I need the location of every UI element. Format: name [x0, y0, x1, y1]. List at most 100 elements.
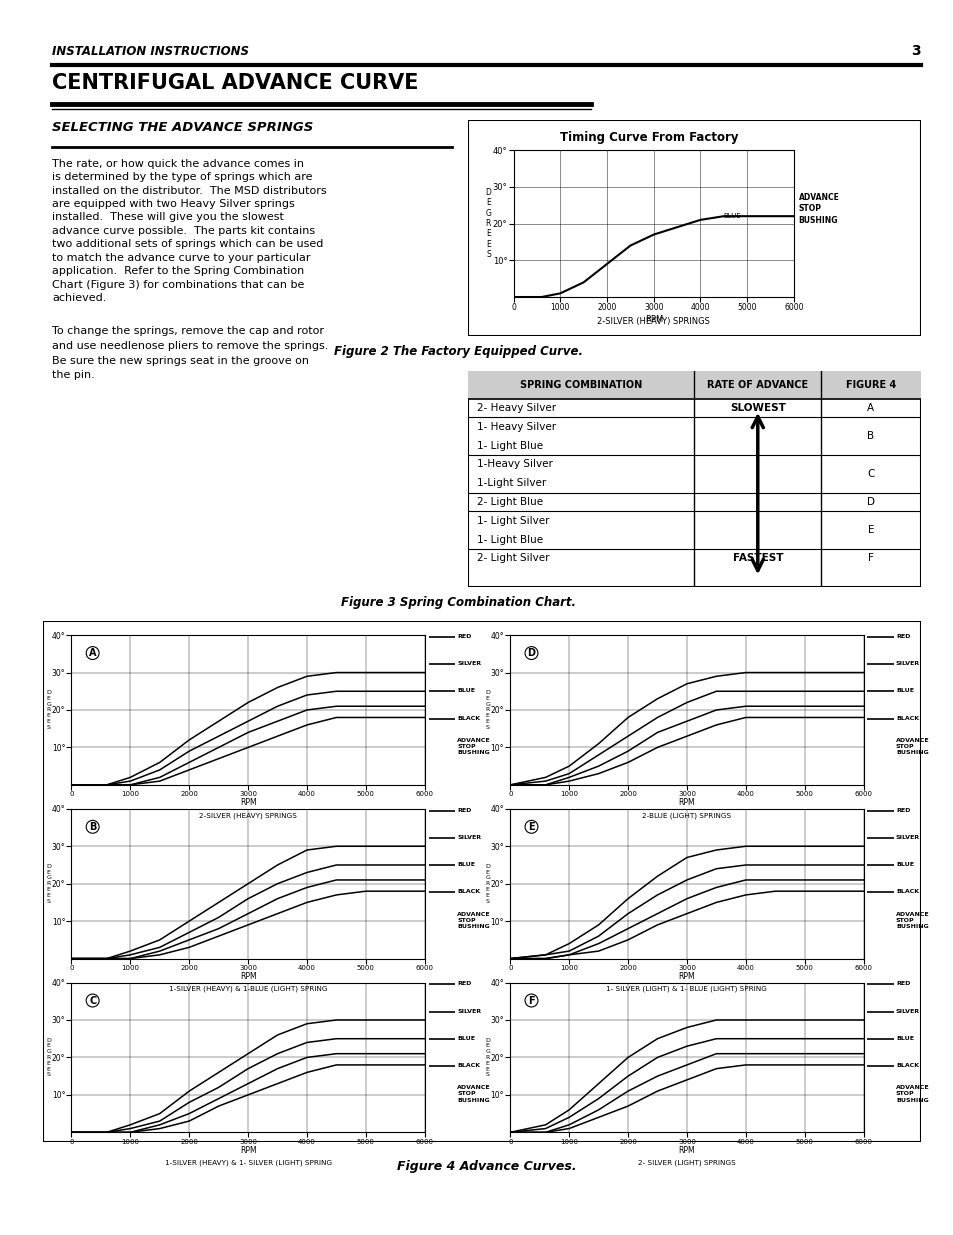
Text: SPRING COMBINATION: SPRING COMBINATION	[519, 379, 641, 389]
Y-axis label: D
E
G
R
E
E
S: D E G R E E S	[485, 863, 490, 904]
Text: BLUE: BLUE	[456, 862, 475, 867]
Text: 2- Light Blue: 2- Light Blue	[476, 496, 543, 508]
Text: to match the advance curve to your particular: to match the advance curve to your parti…	[52, 253, 311, 263]
Text: BLACK: BLACK	[456, 1063, 479, 1068]
Text: Figure 2 The Factory Equipped Curve.: Figure 2 The Factory Equipped Curve.	[334, 346, 582, 358]
Text: RED: RED	[456, 808, 471, 813]
Text: D: D	[527, 648, 535, 658]
Text: 1- Heavy Silver: 1- Heavy Silver	[476, 422, 556, 432]
Text: FASTEST: FASTEST	[732, 553, 782, 563]
Text: M S D   •   W W W . M S D P E R F O R M A N C E . C O M   •   ( 9 1 5 )   8 5 7 : M S D • W W W . M S D P E R F O R M A N …	[59, 1208, 894, 1221]
Text: 1- SILVER (LIGHT) & 1- BLUE (LIGHT) SPRING: 1- SILVER (LIGHT) & 1- BLUE (LIGHT) SPRI…	[606, 986, 766, 992]
Text: BLACK: BLACK	[895, 889, 918, 894]
Text: Chart (Figure 3) for combinations that can be: Chart (Figure 3) for combinations that c…	[52, 280, 305, 290]
Text: is determined by the type of springs which are: is determined by the type of springs whi…	[52, 172, 313, 182]
Text: BLACK: BLACK	[895, 1063, 918, 1068]
Text: achieved.: achieved.	[52, 293, 107, 304]
Text: CENTRIFUGAL ADVANCE CURVE: CENTRIFUGAL ADVANCE CURVE	[52, 73, 418, 94]
Text: FIGURE 4: FIGURE 4	[845, 379, 895, 389]
Text: BLUE: BLUE	[723, 214, 740, 219]
Text: 2- Light Silver: 2- Light Silver	[476, 553, 549, 563]
Y-axis label: D
E
G
R
E
E
S: D E G R E E S	[485, 690, 490, 730]
Text: C: C	[89, 995, 96, 1005]
Text: BLACK: BLACK	[456, 715, 479, 720]
Text: 1- Light Blue: 1- Light Blue	[476, 441, 543, 451]
Text: ADVANCE
STOP
BUSHING: ADVANCE STOP BUSHING	[798, 193, 839, 225]
Text: 1- Light Silver: 1- Light Silver	[476, 516, 549, 526]
Text: Be sure the new springs seat in the groove on: Be sure the new springs seat in the groo…	[52, 356, 309, 366]
Y-axis label: D
E
G
R
E
E
S: D E G R E E S	[485, 188, 491, 259]
X-axis label: RPM: RPM	[239, 1146, 256, 1155]
Text: SILVER: SILVER	[895, 835, 919, 840]
Text: two additional sets of springs which can be used: two additional sets of springs which can…	[52, 240, 323, 249]
Text: RED: RED	[456, 634, 471, 638]
Text: Timing Curve From Factory: Timing Curve From Factory	[559, 131, 738, 143]
Y-axis label: D
E
G
R
E
E
S: D E G R E E S	[47, 690, 51, 730]
Text: RED: RED	[895, 634, 909, 638]
Text: 1-SILVER (HEAVY) & 1- SILVER (LIGHT) SPRING: 1-SILVER (HEAVY) & 1- SILVER (LIGHT) SPR…	[164, 1160, 332, 1166]
Text: 1-Heavy Silver: 1-Heavy Silver	[476, 459, 553, 469]
Text: F: F	[867, 553, 873, 563]
Text: RATE OF ADVANCE: RATE OF ADVANCE	[706, 379, 807, 389]
Text: F: F	[528, 995, 535, 1005]
X-axis label: RPM: RPM	[644, 315, 662, 324]
Text: installed.  These will give you the slowest: installed. These will give you the slowe…	[52, 212, 284, 222]
Text: RED: RED	[456, 982, 471, 987]
Text: 2-SILVER (HEAVY) SPRINGS: 2-SILVER (HEAVY) SPRINGS	[199, 813, 296, 819]
Text: ADVANCE
STOP
BUSHING: ADVANCE STOP BUSHING	[895, 911, 928, 929]
Text: SILVER: SILVER	[895, 661, 919, 666]
Text: 1-SILVER (HEAVY) & 1-BLUE (LIGHT) SPRING: 1-SILVER (HEAVY) & 1-BLUE (LIGHT) SPRING	[169, 986, 327, 992]
Text: BLUE: BLUE	[456, 1036, 475, 1041]
Text: E: E	[866, 525, 873, 535]
Bar	[468, 370, 920, 399]
Text: BLUE: BLUE	[456, 688, 475, 693]
Text: 3: 3	[910, 44, 920, 58]
Y-axis label: D
E
G
R
E
E
S: D E G R E E S	[485, 1037, 490, 1077]
Text: The rate, or how quick the advance comes in: The rate, or how quick the advance comes…	[52, 158, 304, 169]
Text: and use needlenose pliers to remove the springs.: and use needlenose pliers to remove the …	[52, 341, 329, 351]
Text: D: D	[866, 496, 874, 508]
Text: RED: RED	[895, 982, 909, 987]
Y-axis label: D
E
G
R
E
E
S: D E G R E E S	[47, 863, 51, 904]
Text: ADVANCE
STOP
BUSHING: ADVANCE STOP BUSHING	[456, 737, 490, 756]
Text: ADVANCE
STOP
BUSHING: ADVANCE STOP BUSHING	[456, 1086, 490, 1103]
Text: BLACK: BLACK	[456, 889, 479, 894]
Text: SILVER: SILVER	[456, 661, 480, 666]
Text: 2- SILVER (LIGHT) SPRINGS: 2- SILVER (LIGHT) SPRINGS	[638, 1160, 735, 1166]
X-axis label: RPM: RPM	[239, 799, 256, 808]
Text: ADVANCE
STOP
BUSHING: ADVANCE STOP BUSHING	[456, 911, 490, 929]
X-axis label: RPM: RPM	[239, 972, 256, 982]
Y-axis label: D
E
G
R
E
E
S: D E G R E E S	[47, 1037, 51, 1077]
Text: SELECTING THE ADVANCE SPRINGS: SELECTING THE ADVANCE SPRINGS	[52, 121, 314, 135]
Text: 2-SILVER (HEAVY) SPRINGS: 2-SILVER (HEAVY) SPRINGS	[597, 317, 709, 326]
Text: BLACK: BLACK	[895, 715, 918, 720]
Text: A: A	[866, 403, 874, 412]
Text: 2- Heavy Silver: 2- Heavy Silver	[476, 403, 556, 412]
Text: RED: RED	[895, 808, 909, 813]
Text: application.  Refer to the Spring Combination: application. Refer to the Spring Combina…	[52, 267, 304, 277]
Text: To change the springs, remove the cap and rotor: To change the springs, remove the cap an…	[52, 326, 324, 336]
Text: C: C	[866, 469, 874, 479]
Text: SILVER: SILVER	[895, 1009, 919, 1014]
Text: INSTALLATION INSTRUCTIONS: INSTALLATION INSTRUCTIONS	[52, 44, 249, 58]
Text: installed on the distributor.  The MSD distributors: installed on the distributor. The MSD di…	[52, 185, 327, 195]
Text: SILVER: SILVER	[456, 835, 480, 840]
Text: BLUE: BLUE	[895, 688, 913, 693]
X-axis label: RPM: RPM	[678, 799, 695, 808]
Text: ADVANCE
STOP
BUSHING: ADVANCE STOP BUSHING	[895, 737, 928, 756]
Text: are equipped with two Heavy Silver springs: are equipped with two Heavy Silver sprin…	[52, 199, 294, 209]
Text: SILVER: SILVER	[456, 1009, 480, 1014]
Text: advance curve possible.  The parts kit contains: advance curve possible. The parts kit co…	[52, 226, 315, 236]
Text: A: A	[89, 648, 96, 658]
X-axis label: RPM: RPM	[678, 972, 695, 982]
Text: BLUE: BLUE	[895, 1036, 913, 1041]
Text: Figure 4 Advance Curves.: Figure 4 Advance Curves.	[396, 1160, 576, 1173]
Text: Figure 3 Spring Combination Chart.: Figure 3 Spring Combination Chart.	[340, 597, 575, 609]
Text: 1- Light Blue: 1- Light Blue	[476, 535, 543, 545]
Text: SLOWEST: SLOWEST	[729, 403, 785, 412]
X-axis label: RPM: RPM	[678, 1146, 695, 1155]
Text: B: B	[89, 821, 96, 832]
Text: the pin.: the pin.	[52, 370, 95, 380]
Text: BLUE: BLUE	[895, 862, 913, 867]
Text: 1-Light Silver: 1-Light Silver	[476, 478, 546, 488]
